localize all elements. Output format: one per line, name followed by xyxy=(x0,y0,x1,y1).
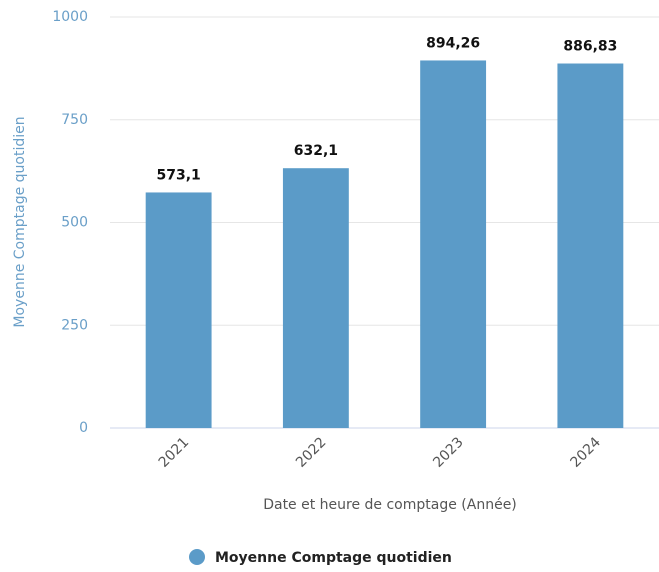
y-tick-label: 750 xyxy=(61,112,88,128)
y-axis-label: Moyenne Comptage quotidien xyxy=(12,116,28,327)
x-axis-label: Date et heure de comptage (Année) xyxy=(263,497,517,513)
legend-marker xyxy=(189,549,205,565)
data-label: 632,1 xyxy=(294,143,338,159)
y-tick-label: 500 xyxy=(61,215,88,231)
legend-label: Moyenne Comptage quotidien xyxy=(215,550,452,566)
x-tick-label: 2024 xyxy=(568,434,605,471)
bar xyxy=(557,63,624,428)
data-label: 573,1 xyxy=(156,167,200,183)
y-tick-label: 250 xyxy=(61,317,88,333)
x-tick-label: 2021 xyxy=(156,434,193,471)
bar xyxy=(420,60,487,429)
bar xyxy=(145,192,212,428)
y-tick-label: 1000 xyxy=(52,9,88,25)
y-tick-label: 0 xyxy=(79,420,88,436)
bar xyxy=(282,168,349,428)
x-tick-label: 2022 xyxy=(293,434,330,471)
data-label: 886,83 xyxy=(563,39,617,55)
x-tick-label: 2023 xyxy=(430,434,467,471)
data-label: 894,26 xyxy=(426,35,480,51)
